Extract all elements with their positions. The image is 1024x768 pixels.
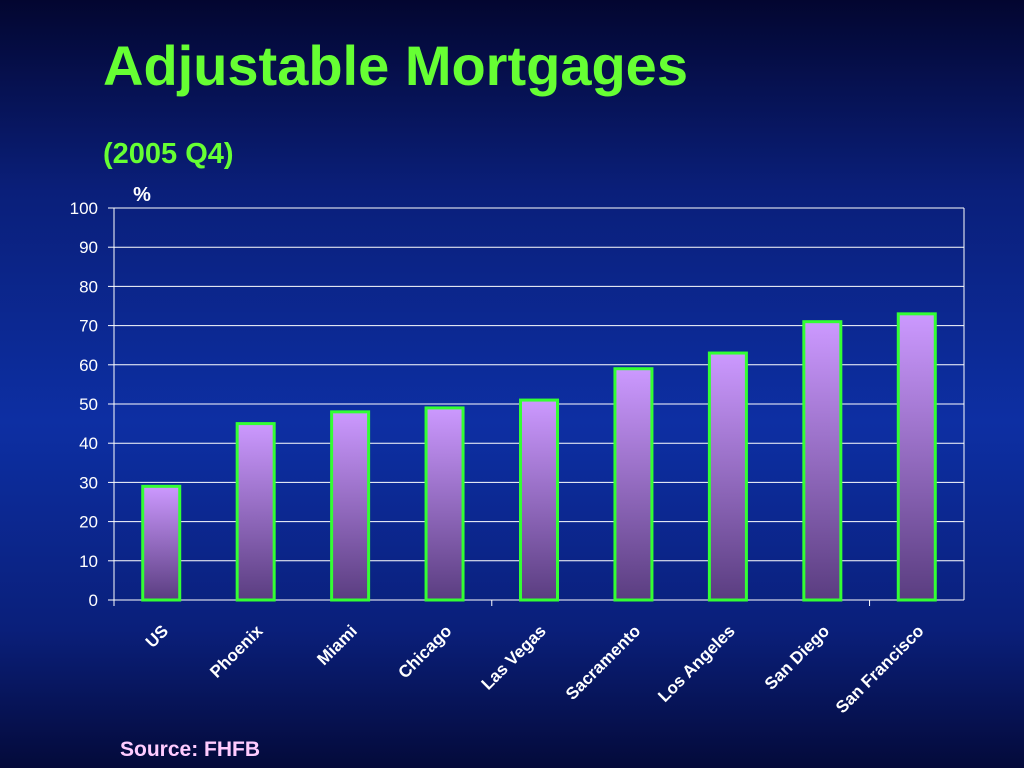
y-tick-label: 0: [89, 591, 98, 610]
bar-sacramento: [613, 367, 654, 602]
x-tick-label: Miami: [313, 621, 361, 669]
x-tick-label: Chicago: [395, 621, 456, 682]
chart-title: Adjustable Mortgages: [103, 34, 688, 97]
y-tick-label: 20: [79, 513, 98, 532]
y-tick-labels: 0 10 20 30 40 50 60 70 80 90 100: [70, 199, 98, 610]
y-tick-label: 90: [79, 238, 98, 257]
y-tick-label: 100: [70, 199, 98, 218]
y-tick-label: 70: [79, 317, 98, 336]
source-note: Source: FHFB: [120, 738, 261, 761]
bar-chicago: [424, 406, 465, 602]
bar-phoenix: [235, 422, 276, 602]
y-axis-label: %: [133, 184, 151, 206]
x-tick-label: Las Vegas: [478, 621, 550, 693]
bars: [141, 312, 937, 602]
y-tick-label: 60: [79, 356, 98, 375]
x-tick-label: San Francisco: [832, 621, 928, 717]
x-tick-label: Phoenix: [206, 621, 267, 682]
bar-las-vegas: [519, 398, 559, 602]
x-tick-label: Sacramento: [562, 621, 644, 703]
y-tick-label: 30: [79, 473, 98, 492]
x-tick-label: San Diego: [761, 621, 833, 693]
y-tick-label: 10: [79, 552, 98, 571]
bar-miami: [330, 410, 371, 602]
x-tick-labels: US Phoenix Miami Chicago Las Vegas Sacramento…: [142, 621, 928, 717]
bar-los-angeles: [707, 351, 748, 602]
chart-subtitle: (2005 Q4): [103, 138, 234, 170]
x-tick-label: Los Angeles: [654, 621, 738, 705]
bar-us: [141, 484, 182, 602]
bar-san-diego: [802, 320, 843, 602]
x-tick-label: US: [142, 621, 172, 651]
y-tick-label: 80: [79, 277, 98, 296]
y-tick-label: 50: [79, 395, 98, 414]
y-tick-label: 40: [79, 434, 98, 453]
bar-san-francisco: [896, 312, 937, 602]
